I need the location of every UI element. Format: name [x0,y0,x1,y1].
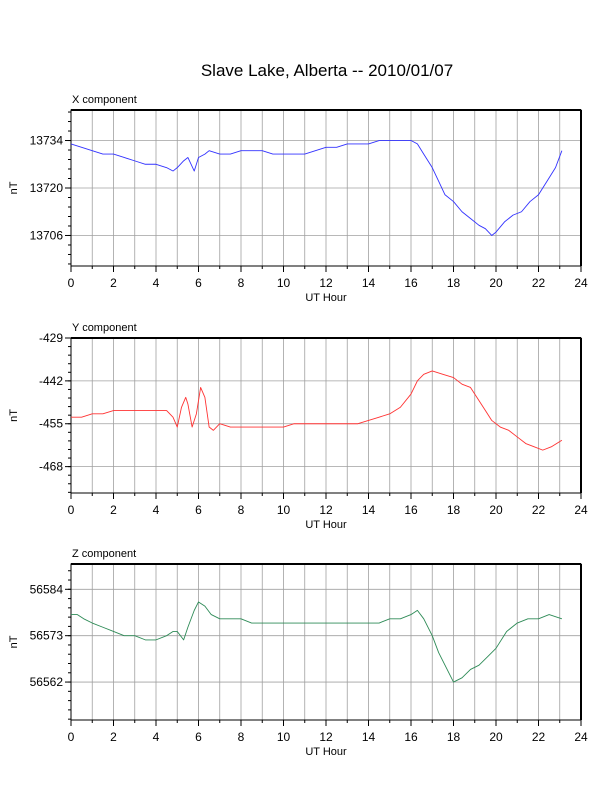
panel-title: Z component [72,548,136,560]
x-tick-label: 6 [195,730,202,744]
x-tick-label: 8 [238,503,245,517]
y-tick-label: 13706 [30,228,64,242]
panel-title: X component [72,94,137,106]
y-tick-label: 56573 [30,629,64,643]
x-tick-label: 14 [362,276,376,290]
y-axis-label: nT [8,409,20,422]
x-axis-label: UT Hour [305,746,347,758]
y-tick-label: -442 [39,374,63,388]
x-tick-label: 10 [277,730,291,744]
x-tick-label: 20 [489,730,503,744]
x-tick-label: 10 [277,503,291,517]
series-line-x-component [70,140,563,236]
x-tick-label: 4 [153,503,160,517]
y-tick-label: -455 [39,417,63,431]
series-line-z-component [71,601,563,683]
x-tick-label: 22 [532,276,546,290]
x-tick-label: 10 [277,276,291,290]
figure-title: Slave Lake, Alberta -- 2010/01/07 [201,61,453,80]
y-tick-label: 56584 [30,582,64,596]
x-tick-label: 2 [110,503,117,517]
panel-title: Y component [72,322,137,334]
x-tick-label: 8 [238,276,245,290]
x-tick-label: 2 [110,730,117,744]
x-tick-label: 18 [447,503,461,517]
x-tick-label: 16 [404,276,418,290]
x-tick-label: 16 [404,730,418,744]
x-tick-label: 20 [489,503,503,517]
y-tick-label: 56562 [30,675,64,689]
y-tick-label: -429 [39,331,63,345]
x-tick-label: 12 [319,503,333,517]
y-axis-label: nT [8,635,20,648]
x-tick-label: 24 [574,730,588,744]
y-axis-label: nT [8,181,20,194]
x-tick-label: 6 [195,276,202,290]
x-tick-label: 12 [319,276,333,290]
x-tick-label: 4 [153,730,160,744]
y-tick-label: -468 [39,460,63,474]
y-tick-label: 13734 [30,134,64,148]
x-tick-label: 24 [574,276,588,290]
x-tick-label: 12 [319,730,333,744]
x-tick-label: 18 [447,276,461,290]
series-line-y-component [71,370,563,451]
x-tick-label: 16 [404,503,418,517]
x-tick-label: 24 [574,503,588,517]
x-tick-label: 0 [68,503,75,517]
x-tick-label: 14 [362,503,376,517]
x-tick-label: 14 [362,730,376,744]
x-tick-label: 2 [110,276,117,290]
x-tick-label: 4 [153,276,160,290]
x-tick-label: 18 [447,730,461,744]
x-tick-label: 22 [532,730,546,744]
x-tick-label: 0 [68,730,75,744]
x-axis-label: UT Hour [305,292,347,304]
x-tick-label: 8 [238,730,245,744]
y-tick-label: 13720 [30,181,64,195]
x-tick-label: 0 [68,276,75,290]
x-axis-label: UT Hour [305,519,347,531]
x-tick-label: 20 [489,276,503,290]
x-tick-label: 22 [532,503,546,517]
x-tick-label: 6 [195,503,202,517]
